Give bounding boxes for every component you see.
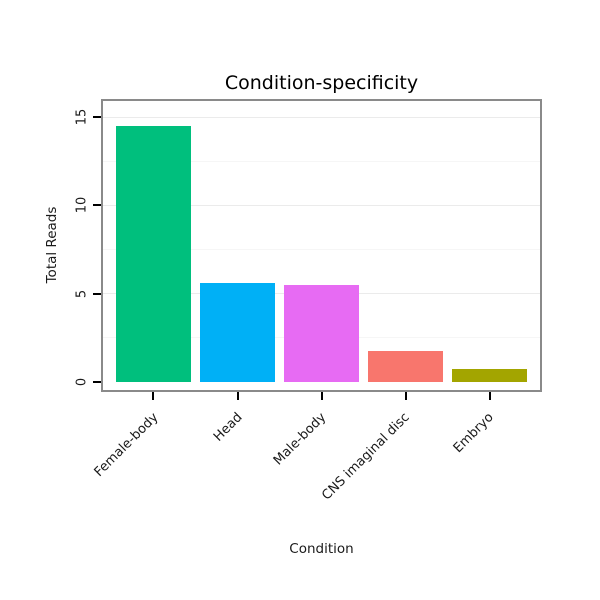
y-axis-title-text: Total Reads (44, 206, 60, 284)
y-tick (93, 204, 101, 207)
x-tick-label-text: Female-body (91, 410, 161, 480)
grid-line-major (103, 116, 540, 118)
x-tick-label-text: Head (210, 410, 246, 445)
bar-female-body (115, 125, 192, 382)
grid-line-major (103, 204, 540, 206)
y-tick-label-text: 0 (74, 377, 90, 387)
y-tick-label-text: 15 (74, 108, 90, 126)
y-tick (93, 381, 101, 383)
x-tick (152, 392, 155, 400)
bar-head (199, 283, 276, 382)
x-tick (488, 392, 491, 400)
y-tick-label-text: 10 (74, 197, 90, 214)
grid-line-minor (103, 249, 540, 250)
grid-line-minor (103, 160, 540, 162)
chart-title: Condition-specificity (224, 72, 419, 94)
plot-area (101, 99, 542, 392)
y-tick (93, 292, 101, 295)
x-tick (236, 392, 239, 400)
x-tick-label-text: Male-body (270, 410, 330, 469)
y-tick-label-text: 5 (74, 289, 90, 298)
y-tick (93, 116, 101, 118)
bar-male-body (283, 284, 360, 382)
x-tick (320, 392, 323, 400)
bar-embryo (451, 368, 528, 383)
x-tick-label-text: CNS imaginal disc (319, 410, 414, 504)
x-tick (404, 392, 407, 400)
x-tick-label-text: Embryo (451, 410, 498, 457)
x-axis-title: Condition (289, 541, 354, 557)
bar-cns-imaginal-disc (367, 351, 444, 382)
